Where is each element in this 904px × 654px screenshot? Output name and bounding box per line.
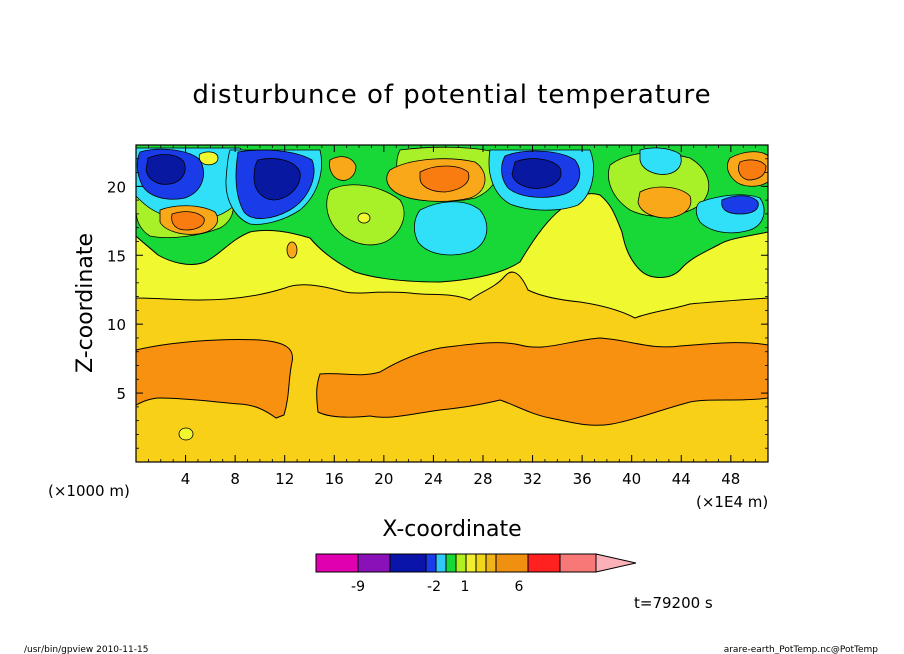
time-label: t=79200 s xyxy=(634,594,713,612)
colorbar-label: -9 xyxy=(351,579,365,595)
contour-warm-cell xyxy=(198,151,219,166)
x-tick-label: 4 xyxy=(181,470,191,488)
contour-warm-cell xyxy=(171,211,205,231)
colorbar-segment xyxy=(425,553,437,573)
colorbar-label: -2 xyxy=(427,579,441,595)
colorbar-segment xyxy=(495,553,529,573)
contour-darkblue-core xyxy=(511,158,562,189)
colorbar xyxy=(315,553,637,573)
contour-small-cell xyxy=(178,427,194,441)
colorbar-segment xyxy=(527,553,561,573)
x-tick-label: 12 xyxy=(275,470,294,488)
colorbar-segment xyxy=(315,553,359,573)
x-axis: 4 8 12 16 20 24 28 32 36 40 44 48 xyxy=(147,145,757,488)
contour-warm-cell xyxy=(419,165,470,193)
colorbar-labels: -9 -2 1 6 xyxy=(351,579,524,595)
x-unit-right: (×1E4 m) xyxy=(696,493,768,511)
contour-orange-band xyxy=(136,338,294,419)
colorbar-segment xyxy=(455,553,467,573)
plot-frame xyxy=(135,144,769,463)
colorbar-segment xyxy=(389,553,427,573)
contour-warm-cell xyxy=(329,156,357,181)
contour-cyan-patch xyxy=(414,201,488,256)
x-tick-label: 48 xyxy=(721,470,740,488)
contour-small-cell xyxy=(286,241,298,259)
x-tick-label: 36 xyxy=(573,470,592,488)
footer-left: /usr/bin/gpview 2010-11-15 xyxy=(24,645,148,654)
x-tick-label: 20 xyxy=(374,470,393,488)
y-tick-label: 15 xyxy=(107,247,126,265)
contour-darkblue-core xyxy=(145,154,186,185)
contour-orange-band xyxy=(316,337,768,426)
colorbar-segment xyxy=(357,553,391,573)
y-axis-label: Z-coordinate xyxy=(73,233,98,373)
y-axis: 5 10 15 20 xyxy=(107,158,768,449)
x-tick-label: 44 xyxy=(672,470,691,488)
x-tick-label: 28 xyxy=(473,470,492,488)
colorbar-segment xyxy=(485,553,497,573)
y-tick-label: 5 xyxy=(116,385,126,403)
footer-right: arare-earth_PotTemp.nc@PotTemp xyxy=(724,645,879,654)
colorbar-segment xyxy=(445,553,457,573)
contour-blue-cell xyxy=(721,195,759,215)
x-tick-label: 8 xyxy=(230,470,240,488)
x-tick-label: 40 xyxy=(622,470,641,488)
chart-title: disturbunce of potential temperature xyxy=(192,80,711,110)
plot-area xyxy=(135,144,769,463)
colorbar-segment xyxy=(475,553,487,573)
colorbar-label: 6 xyxy=(515,579,524,595)
colorbar-label: 1 xyxy=(461,579,470,595)
x-tick-label: 32 xyxy=(523,470,542,488)
colorbar-segment xyxy=(465,553,477,573)
colorbar-arrow xyxy=(595,553,637,573)
contour-cyan-patch xyxy=(639,147,682,175)
contour-darkblue-core xyxy=(253,158,301,201)
x-axis-label: X-coordinate xyxy=(382,517,521,542)
contour-small-cell xyxy=(357,212,371,224)
contour-warm-cell xyxy=(738,159,767,181)
y-tick-label: 20 xyxy=(107,178,126,196)
y-tick-label: 10 xyxy=(107,316,126,334)
x-unit-left: (×1000 m) xyxy=(48,482,130,500)
colorbar-segment xyxy=(559,553,597,573)
x-tick-label: 16 xyxy=(325,470,344,488)
x-tick-label: 24 xyxy=(424,470,443,488)
colorbar-segment xyxy=(435,553,447,573)
contour-warm-cell xyxy=(637,186,692,219)
